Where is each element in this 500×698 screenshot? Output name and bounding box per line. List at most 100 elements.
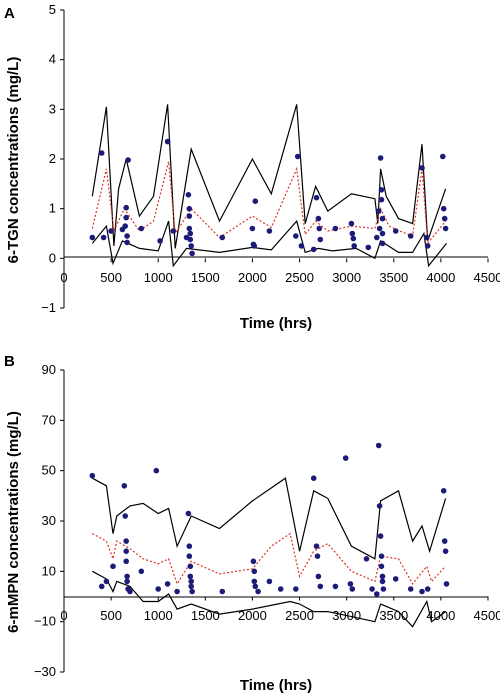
- panel-a-data-point: [441, 215, 448, 222]
- panel-b-data-point: [376, 503, 383, 509]
- panel-b-data-point: [89, 472, 96, 479]
- panel-a-data-point: [365, 244, 372, 251]
- panel-b-data-point: [266, 578, 273, 585]
- panel-b-data-point: [122, 513, 128, 519]
- panel-b-data-point: [110, 563, 116, 570]
- panel-a-data-point: [249, 225, 256, 232]
- panel-a-data-point: [138, 225, 145, 232]
- panel-a-data-point: [186, 225, 193, 232]
- panel-a-data-point: [89, 234, 96, 241]
- panel-b-data-point: [443, 581, 450, 587]
- panel-a-data-point: [219, 234, 226, 241]
- panel-a-data-point: [424, 243, 431, 249]
- panel-a-data-point: [440, 153, 446, 160]
- panel-b-data-point: [407, 586, 414, 592]
- panel-a-y-tick-label: 4: [49, 52, 56, 67]
- panel-b-y-ticks: −30 −10 10 30 50 70 90: [34, 362, 64, 679]
- panel-b-median-line: [92, 532, 447, 586]
- panel-b-y-tick-label: −10: [34, 614, 56, 629]
- panel-b: B 0 500 1000 1500 2000 2500 3000 3500 4000 4500 −…: [4, 353, 500, 694]
- panel-b-upper-line: [92, 477, 447, 560]
- panel-b-data-point: [349, 586, 356, 592]
- panel-b-lower-line: [92, 570, 446, 628]
- panel-b-data-point: [375, 442, 382, 449]
- panel-b-x-tick-label: 500: [100, 608, 122, 623]
- panel-a-data-point: [315, 215, 322, 222]
- panel-b-data-point: [380, 586, 387, 592]
- panel-a-data-point: [350, 235, 357, 242]
- panel-b-y-tick-label: 70: [42, 412, 56, 427]
- panel-a-y-tick-label: 1: [49, 201, 56, 216]
- panel-a-data-point: [187, 230, 194, 237]
- panel-a-data-point: [266, 228, 273, 234]
- panel-b-y-tick-label: 10: [42, 563, 56, 578]
- panel-b-data-point: [277, 586, 284, 592]
- panel-a-data-point: [379, 230, 386, 237]
- panel-b-data-point: [174, 588, 180, 595]
- panel-b-data-point: [250, 558, 257, 565]
- panel-a-data-point: [252, 198, 259, 204]
- panel-a-data-point: [157, 238, 163, 244]
- panel-b-data-point: [369, 586, 375, 592]
- panel-b-data-point: [314, 553, 321, 559]
- panel-b-x-tick-label: 1500: [191, 608, 220, 623]
- panel-a-x-tick-label: 2500: [285, 270, 314, 285]
- panel-b-x-tick-label: 4500: [474, 608, 500, 623]
- panel-b-data-point: [424, 586, 431, 592]
- panel-a: A 0 500 1000 1500 2000 2500 3000 3500 4000 4500 −…: [4, 2, 500, 332]
- panel-a-x-tick-label: 4000: [426, 270, 455, 285]
- panel-b-data-point: [342, 455, 349, 461]
- panel-b-data-point: [378, 563, 385, 570]
- panel-a-y-tick-label: 3: [49, 101, 56, 116]
- panel-a-data-point: [185, 192, 192, 198]
- panel-a-data-point: [374, 234, 380, 241]
- panel-b-y-tick-label: 50: [42, 463, 56, 478]
- panel-a-data-point: [313, 194, 320, 201]
- panel-b-data-point: [441, 538, 448, 544]
- panel-a-label: A: [4, 5, 15, 22]
- panel-b-x-ticks: 0 500 1000 1500 2000 2500 3000 3500 4000 4500: [60, 596, 500, 623]
- panel-a-data-point: [187, 236, 194, 243]
- panel-a-y-label: 6-TGN concentrations (mg/L): [5, 57, 22, 264]
- panel-b-data-point: [155, 586, 161, 592]
- panel-a-x-tick-label: 2000: [238, 270, 267, 285]
- panel-b-x-tick-label: 1000: [144, 608, 173, 623]
- panel-b-data-point: [442, 548, 449, 554]
- panel-b-label: B: [4, 353, 15, 370]
- panel-b-data-point: [317, 583, 324, 590]
- panel-b-data-point: [315, 573, 322, 580]
- panel-b-data-point: [379, 578, 386, 585]
- panel-a-x-tick-label: 4500: [474, 270, 500, 285]
- panel-b-data-point: [379, 573, 386, 580]
- panel-b-data-point: [252, 583, 259, 590]
- panel-b-data-point: [187, 573, 194, 580]
- panel-b-data-point: [347, 581, 354, 587]
- panel-a-data-point: [123, 214, 129, 221]
- panel-a-x-tick-label: 500: [100, 270, 122, 285]
- panel-a-x-tick-label: 1000: [144, 270, 173, 285]
- panel-a-data-point: [348, 220, 355, 227]
- panel-b-data-point: [124, 573, 130, 580]
- panel-b-data-point: [127, 588, 133, 595]
- panel-a-data-point: [125, 157, 131, 163]
- panel-b-data-point: [124, 578, 130, 585]
- panel-b-x-tick-label: 2000: [238, 608, 267, 623]
- panel-a-data-point: [188, 243, 194, 249]
- panel-b-data-point: [153, 467, 160, 474]
- panel-a-y-tick-label: 2: [49, 151, 56, 166]
- panel-a-data-point: [378, 196, 385, 203]
- panel-b-x-tick-label: 0: [60, 608, 67, 623]
- panel-a-y-tick-label: 0: [49, 250, 56, 265]
- panel-a-data-point: [124, 239, 130, 246]
- panel-b-data-point: [188, 583, 194, 590]
- panel-b-x-tick-label: 2500: [285, 608, 314, 623]
- panel-b-data-point: [103, 578, 110, 585]
- panel-b-data-point: [188, 578, 194, 585]
- panel-a-data-point: [442, 225, 449, 232]
- panel-a-data-point: [407, 233, 414, 239]
- panel-b-data-point: [187, 563, 194, 570]
- panel-a-data-point: [186, 205, 193, 212]
- panel-b-data-point: [313, 543, 320, 549]
- panel-b-data-point: [186, 553, 193, 559]
